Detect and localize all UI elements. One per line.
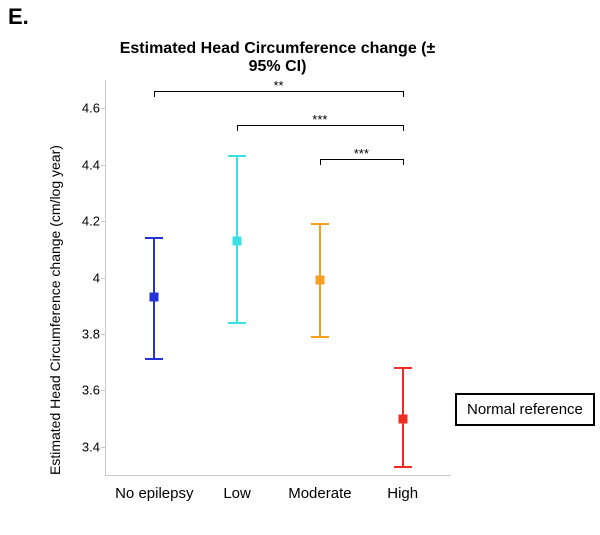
normal-reference-box: Normal reference [455, 393, 595, 426]
y-tick-label: 3.6 [82, 383, 106, 398]
y-tick-label: 3.8 [82, 326, 106, 341]
errorbar-cap [394, 367, 412, 369]
plot-area: 3.43.63.844.24.44.6No epilepsyLowModerat… [105, 80, 451, 476]
data-marker [233, 236, 242, 245]
significance-tick [403, 91, 404, 97]
significance-tick [403, 125, 404, 131]
panel-label: E. [8, 4, 29, 30]
y-tick-label: 4.2 [82, 214, 106, 229]
errorbar-cap [311, 336, 329, 338]
x-tick-label: Low [223, 475, 251, 502]
errorbar-cap [228, 322, 246, 324]
x-tick-label: No epilepsy [115, 475, 193, 502]
y-tick-label: 4.4 [82, 157, 106, 172]
errorbar-cap [145, 358, 163, 360]
x-tick-label: Moderate [288, 475, 351, 502]
errorbar-cap [311, 223, 329, 225]
errorbar-cap [145, 237, 163, 239]
significance-tick [320, 159, 321, 165]
y-tick-label: 4 [93, 270, 106, 285]
x-tick-label: High [387, 475, 418, 502]
errorbar-cap [228, 155, 246, 157]
significance-label: *** [312, 112, 327, 127]
data-marker [398, 414, 407, 423]
significance-label: ** [273, 78, 283, 93]
errorbar-cap [394, 466, 412, 468]
significance-tick [154, 91, 155, 97]
significance-label: *** [354, 146, 369, 161]
significance-tick [403, 159, 404, 165]
significance-tick [237, 125, 238, 131]
chart-title: Estimated Head Circumference change (± 9… [105, 40, 450, 76]
data-marker [315, 276, 324, 285]
y-tick-label: 4.6 [82, 101, 106, 116]
y-tick-label: 3.4 [82, 439, 106, 454]
y-axis-label: Estimated Head Circumference change (cm/… [47, 145, 63, 475]
data-marker [150, 293, 159, 302]
